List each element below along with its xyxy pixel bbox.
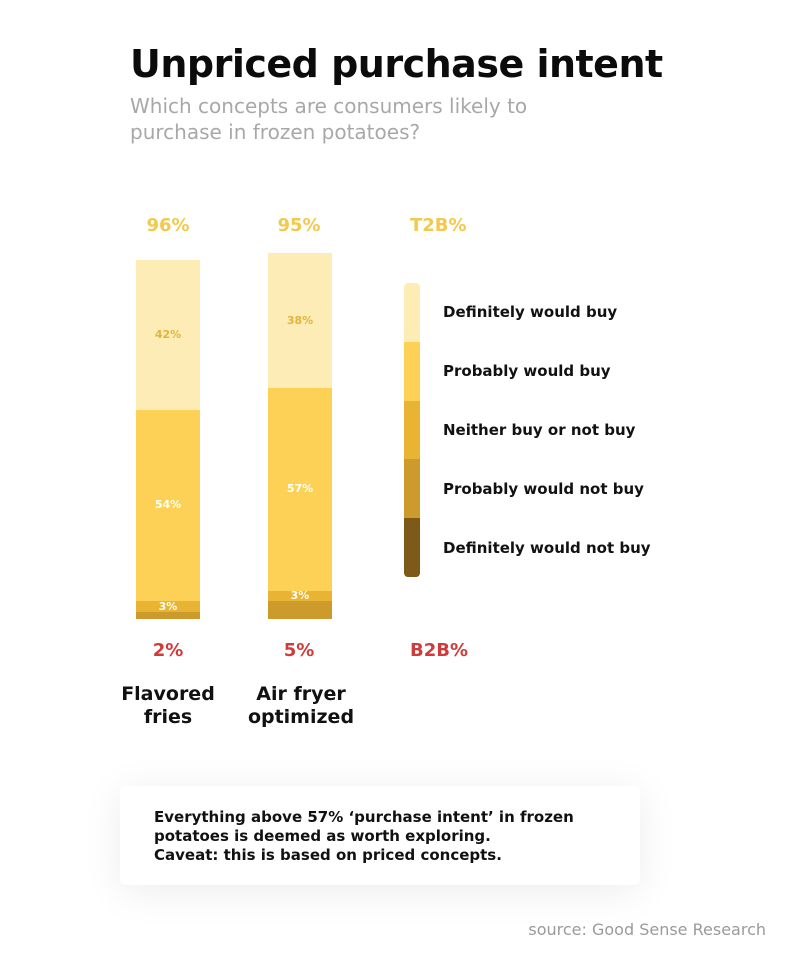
bar-segment (136, 260, 200, 410)
note-line: potatoes is deemed as worth exploring. (154, 827, 491, 845)
bar-segment (268, 253, 332, 389)
legend-swatch-probably-would-buy (404, 341, 420, 401)
category-label-line: Air fryer (256, 683, 346, 705)
page-subtitle: Which concepts are consumers likely to p… (130, 94, 528, 144)
legend-item-probably-would-not-buy: Probably would not buy (443, 480, 644, 498)
page-title: Unpriced purchase intent (130, 42, 663, 86)
bar-segment-label: 3% (290, 588, 310, 602)
legend-item-neither: Neither buy or not buy (443, 421, 636, 439)
b2b-value-air-fryer: 5% (283, 640, 315, 661)
bar-air-fryer-optimized: 38% 57% 3% (268, 253, 332, 619)
source-credit: source: Good Sense Research (528, 920, 766, 939)
t2b-value-air-fryer: 95% (277, 215, 321, 236)
legend-color-strip (404, 283, 420, 577)
bar-segment (268, 590, 332, 602)
b2b-legend-header: B2B% (410, 640, 468, 661)
bar-segment-label: 57% (286, 482, 314, 496)
legend-swatch-definitely-would-not-buy (404, 518, 420, 577)
t2b-legend-header: T2B% (410, 215, 467, 236)
category-label-air-fryer: Air fryer optimized (236, 683, 366, 729)
bar-segment (136, 409, 200, 602)
bar-segment-label: 3% (158, 599, 178, 613)
b2b-value-flavored-fries: 2% (152, 640, 184, 661)
legend-swatch-probably-would-not-buy (404, 459, 420, 519)
note-line: Caveat: this is based on priced concepts… (154, 846, 502, 864)
t2b-value-flavored-fries: 96% (146, 215, 190, 236)
bar-segment-label: 54% (154, 498, 182, 512)
bar-segment (136, 611, 200, 619)
note-card: Everything above 57% ‘purchase intent’ i… (120, 786, 640, 885)
category-label-line: optimized (247, 706, 355, 728)
bar-segment-label: 42% (154, 327, 182, 341)
bar-segment (268, 601, 332, 619)
bar-flavored-fries: 42% 54% 3% (136, 260, 200, 619)
legend-swatch-definitely-would-buy (404, 283, 420, 342)
legend-swatch-neither (404, 400, 420, 460)
legend-item-definitely-would-buy: Definitely would buy (443, 303, 618, 321)
category-label-flavored-fries: Flavored fries (103, 683, 233, 729)
bar-segment (268, 388, 332, 591)
category-label-line: Flavored (121, 683, 215, 705)
category-label-line: fries (143, 706, 193, 728)
note-line: Everything above 57% ‘purchase intent’ i… (154, 808, 574, 826)
bar-segment (136, 601, 200, 612)
legend-item-probably-would-buy: Probably would buy (443, 362, 611, 380)
legend-item-definitely-would-not-buy: Definitely would not buy (443, 539, 651, 557)
note-text: Everything above 57% ‘purchase intent’ i… (154, 808, 624, 865)
bar-segment-label: 38% (286, 313, 314, 327)
